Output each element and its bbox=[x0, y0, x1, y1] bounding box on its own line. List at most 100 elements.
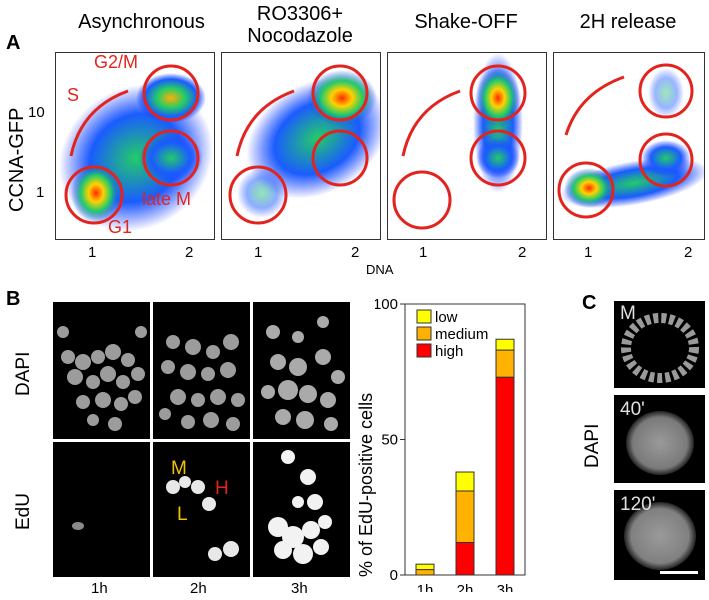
edu-marker-l: L bbox=[177, 504, 188, 525]
bar-1h-medium bbox=[415, 569, 435, 576]
gate-circle-g1 bbox=[392, 170, 452, 230]
bar-3h-medium bbox=[495, 349, 515, 378]
scatter-density-g1 bbox=[564, 168, 614, 208]
panel-a-xtick-2-col3: 2 bbox=[518, 244, 527, 261]
phase-label-s: S bbox=[67, 85, 80, 105]
legend-swatch-medium bbox=[416, 326, 432, 341]
panel-b-row-label-dapi: DAPI bbox=[13, 351, 34, 396]
panel-a-letter: A bbox=[6, 32, 21, 54]
gate-circle-latem bbox=[638, 132, 694, 188]
bar-2h-high bbox=[455, 541, 475, 576]
chart-xtick-label-2h: 2h bbox=[457, 582, 474, 592]
gate-circle-g1 bbox=[64, 165, 124, 225]
nucleus-blob bbox=[624, 502, 696, 570]
legend-swatch-high bbox=[416, 343, 432, 358]
gate-circle-g2m bbox=[638, 63, 694, 119]
chart-xtick-label-3h: 3h bbox=[497, 582, 514, 592]
image-c-40: 40' bbox=[614, 395, 705, 483]
nucleus-c-m bbox=[621, 313, 699, 383]
gate-circle-g1 bbox=[557, 161, 615, 219]
image-c-120: 120' bbox=[614, 490, 705, 580]
edu-faint-spot bbox=[72, 522, 84, 530]
scatter-plot-shakeoff bbox=[387, 52, 547, 240]
image-dapi-1h bbox=[53, 302, 150, 439]
gate-circle-g2m bbox=[142, 64, 200, 122]
gate-circle-g2m bbox=[469, 64, 527, 122]
chart-y-axis-label: % of EdU-positive cells bbox=[356, 392, 376, 577]
panel-b-row-label-edu: EdU bbox=[13, 493, 34, 530]
chart-ytick-label-50: 50 bbox=[381, 432, 398, 449]
edu-marker-m: M bbox=[171, 458, 187, 479]
panel-a-ytick-1: 1 bbox=[36, 184, 45, 201]
phase-label-late-m: late M bbox=[142, 189, 192, 209]
panel-c-label-40: 40' bbox=[620, 399, 645, 420]
panel-a-xtick-1-col3: 1 bbox=[419, 244, 428, 261]
panel-c-label-m: M bbox=[620, 303, 636, 324]
scatter-density-latem bbox=[139, 133, 203, 183]
panel-b-letter: B bbox=[6, 288, 21, 310]
scatter-density-g2m bbox=[476, 68, 520, 128]
gate-circle-latem bbox=[142, 129, 200, 187]
panel-a-xtick-1-col1: 1 bbox=[88, 244, 97, 261]
legend-label-medium: medium bbox=[435, 326, 488, 343]
image-dapi-2h bbox=[153, 302, 250, 439]
image-dapi-3h bbox=[253, 302, 350, 439]
scatter-plot-ro3306 bbox=[221, 52, 381, 240]
bar-3h-low bbox=[495, 338, 515, 351]
scatter-density-g2m bbox=[136, 73, 206, 123]
gate-circle-latem bbox=[469, 129, 527, 187]
panel-a-xtick-1-col4: 1 bbox=[584, 244, 593, 261]
phase-label-g2m: G2/M bbox=[94, 52, 139, 72]
panel-a-title-ro3306: RO3306+ Nocodazole bbox=[247, 3, 353, 47]
panel-a-ytick-10: 10 bbox=[28, 104, 45, 121]
image-edu-1h bbox=[53, 442, 150, 577]
gate-arc-s bbox=[564, 75, 625, 136]
chromosome-ring bbox=[621, 313, 699, 383]
panel-a-title-asynchronous: Asynchronous bbox=[78, 11, 205, 33]
scatter-density-g2m bbox=[648, 68, 684, 118]
chart-xtick-label-1h: 1h bbox=[417, 582, 434, 592]
bar-2h-medium bbox=[455, 490, 475, 543]
phase-label-g1: G1 bbox=[108, 217, 133, 237]
panel-a-title-2h-release: 2H release bbox=[579, 11, 677, 33]
scatter-density-g1 bbox=[237, 168, 287, 218]
panel-b-time-label-3h: 3h bbox=[291, 580, 308, 597]
nuclei-dapi-1h bbox=[57, 326, 147, 431]
image-edu-2h: M L H bbox=[153, 442, 250, 577]
nuclei-dapi-2h bbox=[159, 334, 245, 431]
scatter-plot-2h-release bbox=[553, 52, 705, 240]
chart-ytick-label-100: 100 bbox=[375, 296, 398, 313]
legend-label-low: low bbox=[435, 309, 458, 326]
panel-c-label-120: 120' bbox=[620, 494, 656, 515]
nuclei-edu-1h bbox=[72, 522, 84, 530]
nucleus-c-40 bbox=[626, 411, 694, 475]
panel-c-letter: C bbox=[582, 292, 597, 314]
image-c-m: M bbox=[614, 301, 705, 388]
panel-a-title-shakeoff: Shake-OFF bbox=[414, 11, 518, 33]
panel-a-xtick-1-col2: 1 bbox=[254, 244, 263, 261]
chart-ytick-label-0: 0 bbox=[390, 567, 398, 584]
scatter-density-g1 bbox=[71, 163, 121, 223]
scatter-asynchronous-svg bbox=[59, 64, 213, 232]
gate-circle-g1 bbox=[228, 165, 288, 225]
scatter-shakeoff-svg bbox=[392, 53, 527, 230]
bar-2h-low bbox=[455, 471, 475, 492]
scatter-density-latem bbox=[641, 140, 691, 176]
nucleus-c-120 bbox=[624, 502, 698, 574]
nuclei-edu-3h bbox=[268, 450, 332, 564]
scale-bar bbox=[660, 571, 698, 574]
gate-arc-s bbox=[401, 89, 461, 157]
panel-c-row-label-dapi: DAPI bbox=[582, 423, 603, 468]
legend-swatch-low bbox=[416, 309, 432, 324]
nucleus-blob bbox=[626, 411, 694, 475]
panel-a-xtick-2-col4: 2 bbox=[684, 244, 693, 261]
panel-a-x-axis-label: DNA bbox=[366, 262, 394, 277]
scatter-ro3306-svg bbox=[228, 64, 380, 225]
image-edu-3h bbox=[253, 442, 350, 577]
gate-arc-s bbox=[69, 89, 129, 157]
panel-a-xtick-2-col1: 2 bbox=[185, 244, 194, 261]
gate-circle-latem bbox=[311, 129, 369, 187]
bar-3h-high bbox=[495, 376, 515, 576]
nuclei-dapi-3h bbox=[261, 316, 345, 431]
